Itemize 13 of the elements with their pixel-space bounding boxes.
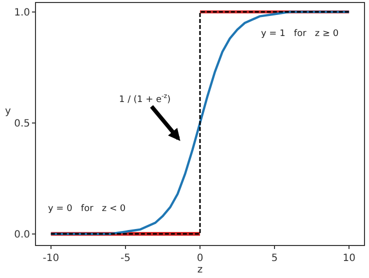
y-tick-label: 0.0 bbox=[14, 229, 30, 240]
y-tick-label: 1.0 bbox=[14, 7, 30, 18]
x-tick-label: -10 bbox=[42, 253, 60, 264]
x-tick-label: -5 bbox=[120, 253, 130, 264]
x-tick-label: 10 bbox=[342, 253, 356, 264]
annotation: y = 1 for z ≥ 0 bbox=[261, 29, 339, 39]
y-tick-label: 0.5 bbox=[14, 118, 30, 130]
x-axis-title: z bbox=[197, 264, 203, 276]
x-tick-label: 0 bbox=[196, 253, 204, 264]
annotation: 1 / (1 + e$^{-z}$) bbox=[119, 93, 171, 105]
x-tick-label: 5 bbox=[271, 253, 278, 264]
annotation: y = 0 for z < 0 bbox=[48, 204, 126, 214]
y-axis-title: y bbox=[5, 106, 11, 117]
